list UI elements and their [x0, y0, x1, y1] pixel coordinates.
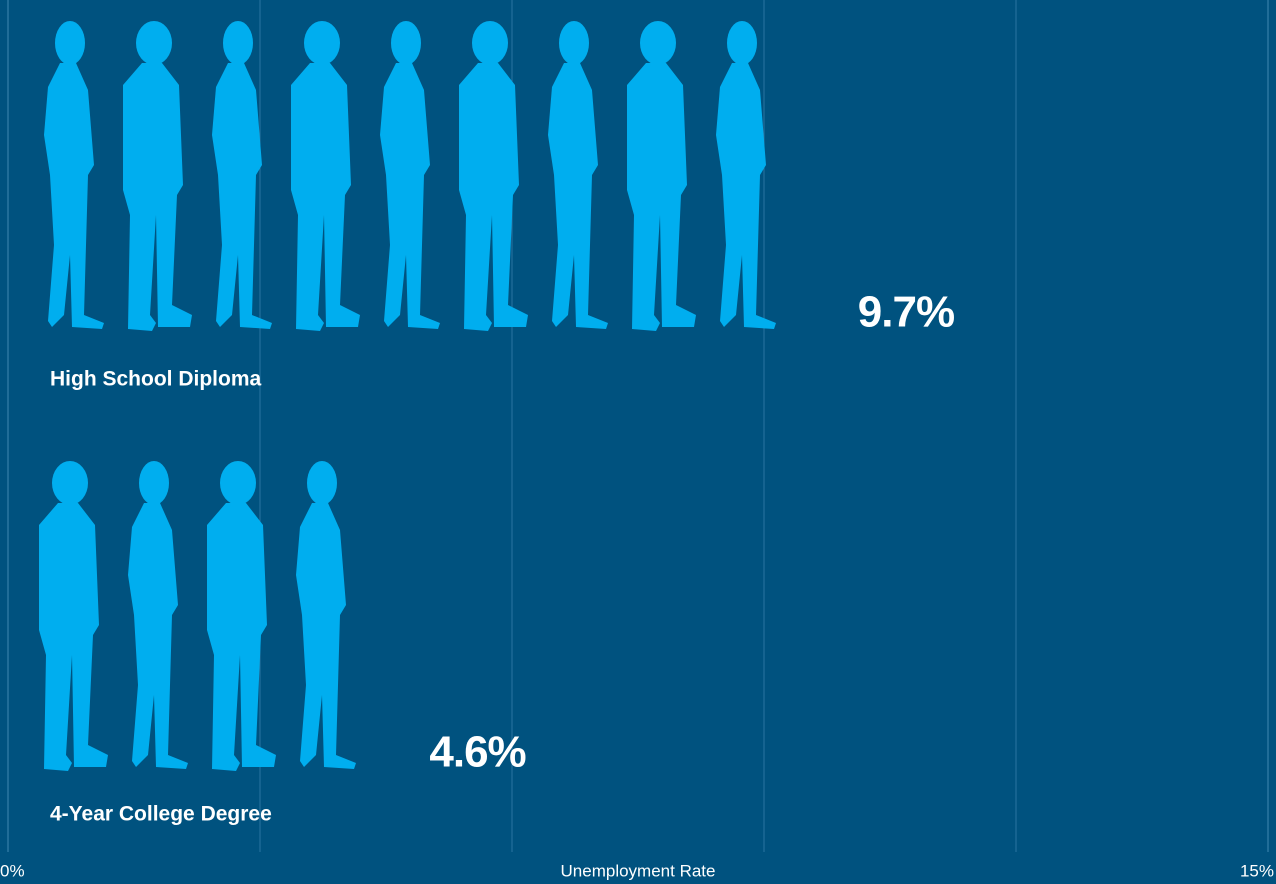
person-body [207, 503, 276, 771]
person-head [727, 21, 757, 65]
category-label: High School Diploma [50, 368, 261, 391]
pictogram-bar [39, 461, 356, 771]
person-body [716, 63, 776, 329]
person-body [459, 63, 528, 331]
person-head [472, 21, 508, 65]
person-body [123, 63, 192, 331]
person-body [212, 63, 272, 329]
person-body [39, 503, 108, 771]
person-head [391, 21, 421, 65]
person-head [136, 21, 172, 65]
value-label: 9.7% [858, 288, 954, 337]
person-body [296, 503, 356, 769]
person-head [139, 461, 169, 505]
x-tick-label: 15% [1240, 861, 1274, 880]
person-head [223, 21, 253, 65]
person-body [548, 63, 608, 329]
x-axis-label: Unemployment Rate [561, 861, 716, 880]
person-body [380, 63, 440, 329]
person-head [304, 21, 340, 65]
person-head [640, 21, 676, 65]
category-label: 4-Year College Degree [50, 803, 272, 826]
person-body [627, 63, 696, 331]
person-body [44, 63, 104, 329]
person-body [291, 63, 360, 331]
pictogram-bar [44, 21, 776, 331]
x-tick-label: 0% [0, 861, 25, 880]
value-label: 4.6% [429, 728, 525, 777]
person-body [128, 503, 188, 769]
person-head [52, 461, 88, 505]
person-head [55, 21, 85, 65]
person-head [220, 461, 256, 505]
person-head [559, 21, 589, 65]
person-head [307, 461, 337, 505]
